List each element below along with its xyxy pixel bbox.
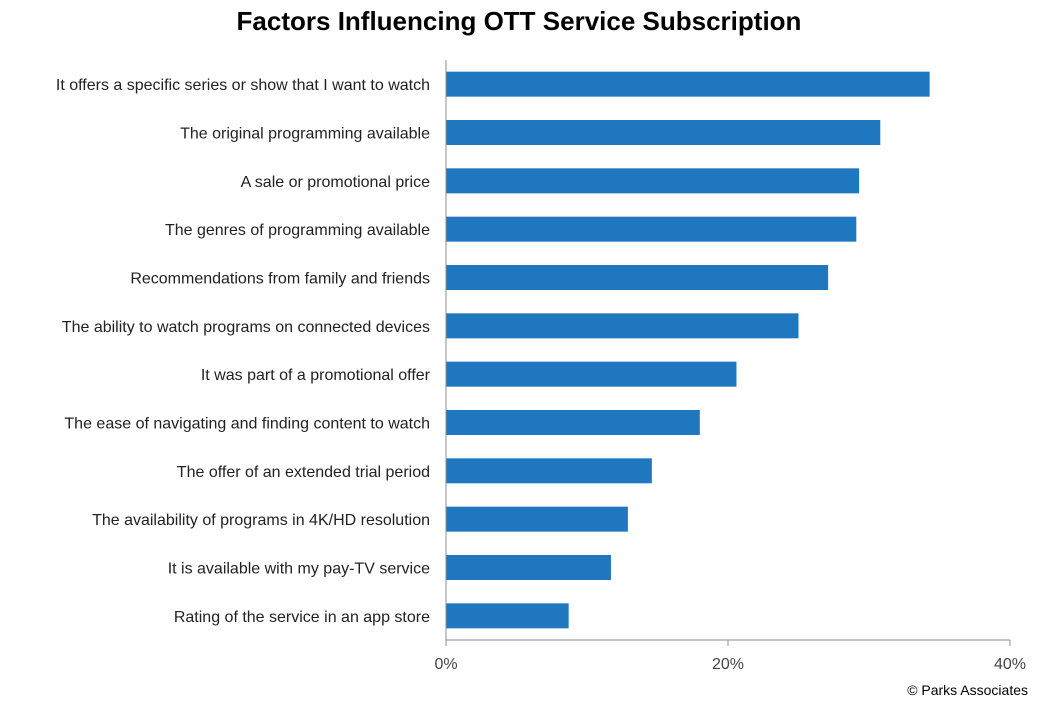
category-label-6: The ability to watch programs on connect… bbox=[62, 319, 430, 336]
bar-7 bbox=[446, 361, 737, 387]
category-label-8: The ease of navigating and finding conte… bbox=[64, 416, 430, 433]
x-tick-label-2: 20% bbox=[712, 656, 744, 673]
category-label-10: The availability of programs in 4K/HD re… bbox=[92, 512, 430, 529]
bar-2 bbox=[446, 120, 881, 145]
category-label-3: A sale or promotional price bbox=[241, 174, 431, 191]
category-label-11: It is available with my pay-TV service bbox=[168, 561, 430, 578]
category-label-5: Recommendations from family and friends bbox=[130, 271, 430, 288]
category-label-2: The original programming available bbox=[180, 126, 430, 143]
bar-3 bbox=[446, 168, 860, 194]
category-label-12: Rating of the service in an app store bbox=[174, 609, 430, 626]
bar-11 bbox=[446, 555, 611, 580]
bar-8 bbox=[446, 410, 700, 435]
bar-1 bbox=[446, 71, 930, 97]
x-tick-label-1: 0% bbox=[434, 656, 457, 673]
bar-5 bbox=[446, 265, 829, 290]
bar-9 bbox=[446, 458, 652, 484]
chart-title: Factors Influencing OTT Service Subscrip… bbox=[236, 6, 802, 36]
bar-6 bbox=[446, 313, 799, 339]
x-tick-label-3: 40% bbox=[994, 656, 1026, 673]
category-label-9: The offer of an extended trial period bbox=[177, 464, 430, 481]
copyright-credit: © Parks Associates bbox=[907, 682, 1028, 698]
bar-12 bbox=[446, 603, 569, 629]
bar-10 bbox=[446, 506, 628, 532]
category-label-7: It was part of a promotional offer bbox=[201, 367, 431, 384]
bar-4 bbox=[446, 216, 857, 242]
category-label-4: The genres of programming available bbox=[165, 222, 430, 239]
category-label-1: It offers a specific series or show that… bbox=[56, 77, 430, 94]
